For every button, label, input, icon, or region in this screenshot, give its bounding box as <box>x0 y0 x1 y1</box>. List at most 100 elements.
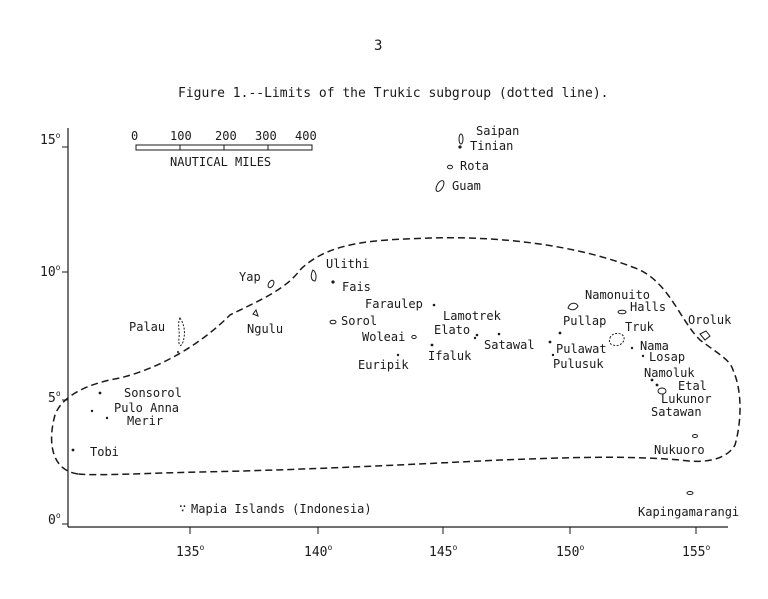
sonsorol-island-icon <box>98 391 102 395</box>
label-namonuito: Namonuito <box>585 288 650 302</box>
label-lukunor: Lukunor <box>661 392 712 406</box>
svg-text:150o: 150o <box>556 543 584 560</box>
label-palau: Palau <box>129 320 165 334</box>
scale-label-400: 400 <box>295 129 317 143</box>
label-euripik: Euripik <box>358 358 409 372</box>
lukunor-island-icon <box>657 387 667 395</box>
svg-text:135o: 135o <box>176 543 204 560</box>
x-tick-135: 135o <box>176 527 204 560</box>
y-tick-15: 15o <box>40 131 68 148</box>
trukic-boundary <box>50 236 741 476</box>
label-ifaluk: Ifaluk <box>428 349 472 363</box>
label-tobi: Tobi <box>90 445 119 459</box>
label-losap: Losap <box>649 350 685 364</box>
x-tick-145: 145o <box>429 527 457 560</box>
palau-islands-icon <box>177 317 185 353</box>
label-faraulep: Faraulep <box>365 297 423 311</box>
label-saipan: Saipan <box>476 124 519 138</box>
label-satawan: Satawan <box>651 405 702 419</box>
label-guam: Guam <box>452 179 481 193</box>
label-nama: Nama <box>640 339 669 353</box>
label-satawal: Satawal <box>484 338 535 352</box>
label-sorol: Sorol <box>341 314 377 328</box>
label-yap: Yap <box>239 270 261 284</box>
yap-island-icon <box>267 279 275 289</box>
svg-text:5o: 5o <box>48 389 61 406</box>
euripik-island-icon <box>396 353 400 357</box>
label-rota: Rota <box>460 159 489 173</box>
scale-label-200: 200 <box>215 129 237 143</box>
label-elato: Elato <box>434 323 470 337</box>
pulusuk-island-icon <box>551 353 555 357</box>
label-mapia: Mapia Islands (Indonesia) <box>191 502 372 516</box>
svg-text:140o: 140o <box>304 543 332 560</box>
ulithi-island-icon <box>310 269 317 282</box>
figure-title: Figure 1.--Limits of the Trukic subgroup… <box>178 86 609 101</box>
mapia-islands-icon: ∵ <box>179 501 186 515</box>
halls-island-icon <box>617 309 627 315</box>
scale-label-300: 300 <box>255 129 277 143</box>
scale-bar: 0 100 200 300 400 NAUTICAL MILES <box>131 129 317 169</box>
namoluk-island-icon <box>650 378 654 382</box>
faraulep-island-icon <box>432 303 436 307</box>
label-lamotrek: Lamotrek <box>443 309 502 323</box>
nukuoro-island-icon <box>692 434 698 438</box>
svg-text:10o: 10o <box>40 263 61 280</box>
label-tinian: Tinian <box>470 139 513 153</box>
label-pullap: Pullap <box>563 314 606 328</box>
label-sonsorol: Sonsorol <box>124 386 182 400</box>
ngulu-island-icon <box>252 308 259 317</box>
svg-text:145o: 145o <box>429 543 457 560</box>
tobi-island-icon <box>71 448 75 452</box>
fais-island-icon <box>331 280 335 284</box>
namonuito-island-icon <box>567 302 579 311</box>
woleai-island-icon <box>411 334 417 340</box>
etal-island-icon <box>655 383 659 387</box>
x-tick-150: 150o <box>556 527 584 560</box>
label-halls: Halls <box>630 300 666 314</box>
label-ulithi: Ulithi <box>326 257 369 271</box>
label-woleai: Woleai <box>362 330 405 344</box>
pulawat-island-icon <box>548 340 552 344</box>
losap-island-icon <box>641 354 645 358</box>
pullap-island-icon <box>558 331 562 335</box>
svg-text:∵: ∵ <box>179 501 186 515</box>
label-merir: Merir <box>127 414 163 428</box>
label-ngulu: Ngulu <box>247 322 283 336</box>
label-truk: Truk <box>625 320 655 334</box>
rota-island-icon <box>447 164 453 170</box>
lamotrek-island-icon <box>497 332 501 336</box>
label-pulawat: Pulawat <box>556 342 607 356</box>
label-fais: Fais <box>342 280 371 294</box>
x-tick-140: 140o <box>304 527 332 560</box>
page-number: 3 <box>374 38 383 54</box>
pulo-anna-island-icon <box>90 409 94 413</box>
kapingamarangi-island-icon <box>686 491 694 495</box>
label-pulusuk: Pulusuk <box>553 357 604 371</box>
y-tick-0: 0o <box>48 511 68 528</box>
label-namoluk: Namoluk <box>644 366 695 380</box>
scale-label-100: 100 <box>170 129 192 143</box>
svg-text:15o: 15o <box>40 131 61 148</box>
label-oroluk: Oroluk <box>688 313 732 327</box>
sorol-island-icon <box>329 319 337 325</box>
tinian-island-icon <box>458 145 462 149</box>
elato-island-icon <box>475 333 479 337</box>
ifaluk-island-icon <box>430 343 434 347</box>
svg-text:0o: 0o <box>48 511 61 528</box>
y-tick-10: 10o <box>40 263 68 280</box>
y-tick-5: 5o <box>48 389 68 406</box>
svg-text:155o: 155o <box>682 543 710 560</box>
satawal-island-icon <box>473 336 477 340</box>
guam-island-icon <box>435 180 445 192</box>
x-tick-155: 155o <box>682 527 710 560</box>
label-kapingamarangi: Kapingamarangi <box>638 505 739 519</box>
scale-label-0: 0 <box>131 129 138 143</box>
label-nukuoro: Nukuoro <box>654 443 705 457</box>
scale-unit: NAUTICAL MILES <box>170 155 271 169</box>
saipan-island-icon <box>458 133 464 145</box>
truk-lagoon-icon <box>608 332 625 346</box>
label-etal: Etal <box>678 379 707 393</box>
merir-island-icon <box>105 416 109 420</box>
